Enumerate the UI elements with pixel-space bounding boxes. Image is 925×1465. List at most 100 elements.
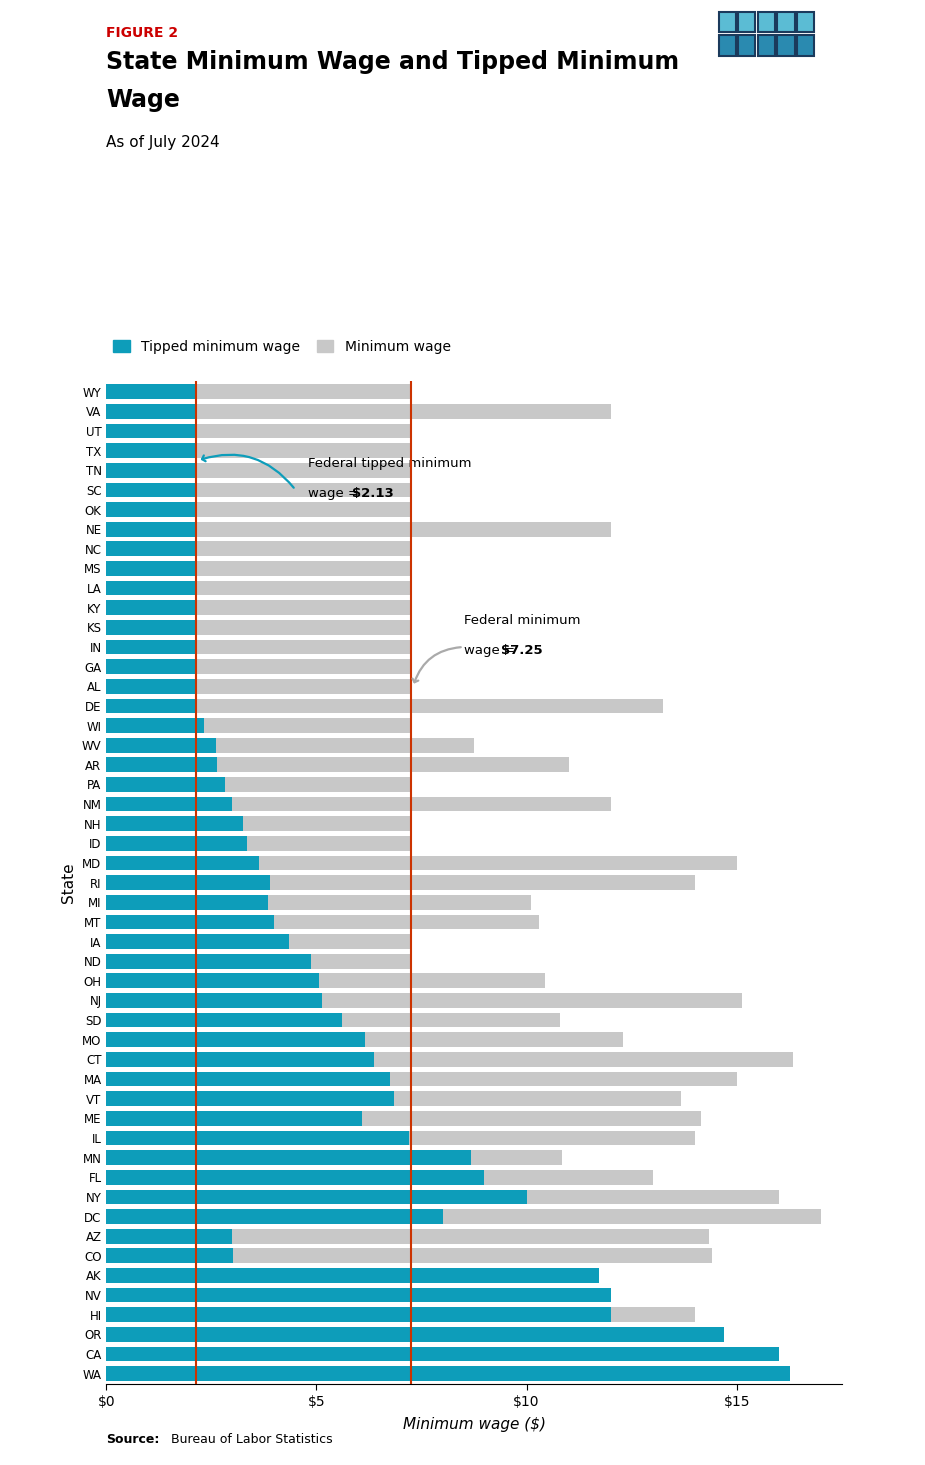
Text: Federal tipped minimum: Federal tipped minimum [308, 457, 472, 470]
Bar [106, 522, 196, 536]
Bar [106, 1190, 526, 1204]
Text: wage =: wage = [463, 643, 519, 656]
Bar [106, 444, 411, 459]
Bar [106, 993, 742, 1008]
Bar [778, 12, 795, 32]
Bar [106, 973, 546, 989]
Bar [106, 444, 196, 459]
Bar [106, 1209, 820, 1223]
Bar [106, 542, 196, 557]
Bar [106, 875, 270, 891]
Bar [106, 856, 259, 870]
Bar [106, 423, 196, 438]
Legend: Tipped minimum wage, Minimum wage: Tipped minimum wage, Minimum wage [114, 340, 450, 355]
Bar [106, 1012, 561, 1027]
Bar [106, 1110, 362, 1125]
Bar [106, 1269, 599, 1283]
Text: FIGURE 2: FIGURE 2 [106, 26, 179, 41]
Bar [106, 463, 196, 478]
Bar [106, 1229, 232, 1244]
Bar [106, 482, 196, 497]
Bar [758, 35, 775, 56]
Bar [106, 895, 267, 910]
Text: TPC: TPC [751, 69, 794, 88]
Bar [106, 580, 196, 595]
Bar [106, 973, 318, 989]
Bar [106, 1288, 610, 1302]
Text: Source:: Source: [106, 1433, 160, 1446]
Bar [106, 816, 243, 831]
Text: Bureau of Labor Statistics: Bureau of Labor Statistics [171, 1433, 333, 1446]
Bar [106, 1248, 233, 1263]
Bar [106, 1269, 599, 1283]
Bar [106, 482, 411, 497]
Bar [106, 678, 196, 693]
Bar [106, 561, 196, 576]
Bar [106, 620, 411, 634]
Bar [106, 699, 663, 713]
Bar [106, 1367, 791, 1381]
Bar [106, 423, 411, 438]
Bar [106, 1171, 653, 1185]
Bar [106, 1288, 610, 1302]
Bar [106, 1091, 394, 1106]
Text: $7.25: $7.25 [500, 643, 542, 656]
Bar [106, 659, 411, 674]
Bar [106, 1012, 341, 1027]
Bar [719, 35, 735, 56]
Bar [106, 1367, 791, 1381]
Bar [106, 797, 610, 812]
Bar [106, 935, 290, 949]
Bar [106, 1307, 695, 1321]
Bar [106, 895, 531, 910]
Bar [106, 404, 196, 419]
Bar [106, 1072, 390, 1087]
Bar [106, 580, 411, 595]
Bar [106, 856, 736, 870]
Bar [106, 757, 216, 772]
Text: As of July 2024: As of July 2024 [106, 135, 220, 149]
Bar [106, 797, 232, 812]
Bar [106, 1229, 709, 1244]
Bar [106, 502, 411, 517]
Bar [106, 1131, 695, 1146]
X-axis label: Minimum wage ($): Minimum wage ($) [402, 1417, 546, 1433]
Bar [106, 954, 311, 968]
Bar [106, 678, 411, 693]
Bar [106, 620, 196, 634]
Bar [106, 561, 411, 576]
Bar [106, 738, 474, 753]
Bar [106, 993, 322, 1008]
Bar [106, 699, 196, 713]
Bar [106, 1033, 623, 1047]
Text: $2.13: $2.13 [352, 486, 394, 500]
Bar [106, 1327, 724, 1342]
Text: Wage: Wage [106, 88, 180, 111]
Bar [106, 935, 411, 949]
Bar [106, 757, 569, 772]
Bar [106, 816, 411, 831]
Text: State Minimum Wage and Tipped Minimum: State Minimum Wage and Tipped Minimum [106, 50, 680, 73]
Y-axis label: State: State [61, 863, 77, 902]
Bar [738, 12, 756, 32]
Bar [106, 1110, 701, 1125]
Bar [106, 502, 196, 517]
Bar [106, 1307, 610, 1321]
Bar [106, 384, 411, 398]
Bar [106, 1150, 562, 1165]
Bar [106, 718, 204, 732]
Bar [106, 1052, 375, 1067]
Bar [106, 1327, 724, 1342]
Bar [778, 35, 795, 56]
Bar [106, 776, 411, 793]
Bar [797, 35, 814, 56]
Bar [738, 35, 756, 56]
Bar [106, 542, 411, 557]
Bar [106, 954, 411, 968]
Bar [106, 1346, 779, 1361]
Bar [106, 1190, 779, 1204]
Bar [106, 1072, 736, 1087]
Text: wage =: wage = [308, 486, 364, 500]
Bar [106, 837, 247, 851]
Text: Federal minimum: Federal minimum [463, 614, 580, 627]
